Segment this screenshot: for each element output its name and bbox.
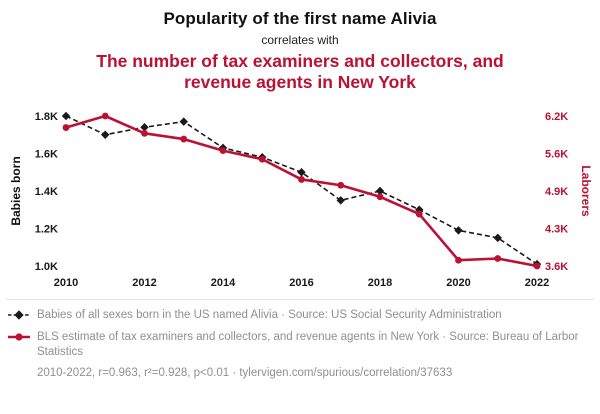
diamond-marker: [454, 225, 463, 235]
circle-marker: [180, 135, 188, 143]
series-line-babies: [65, 114, 538, 265]
series-line-laborers: [65, 114, 538, 267]
circle-marker: [62, 123, 70, 131]
right-axis-tick: 4.9K: [545, 186, 568, 198]
chart-secondary-title: The number of tax examiners and collecto…: [96, 51, 504, 93]
legend-item-babies: Babies of all sexes born in the US named…: [8, 308, 592, 323]
left-axis-tick: 1.0K: [35, 261, 58, 273]
circle-marker: [101, 112, 109, 120]
right-axis-title: Laborers: [579, 165, 593, 217]
x-axis-tick: 2014: [211, 277, 236, 289]
left-axis-title: Babies born: [9, 156, 23, 226]
legend-item-laborers: BLS estimate of tax examiners and collec…: [8, 330, 592, 360]
circle-marker: [298, 175, 305, 183]
circle-marker: [533, 262, 541, 270]
diamond-marker: [179, 117, 188, 126]
right-axis-tick: 6.2K: [545, 111, 568, 123]
red-line-circle-legend-icon: [8, 333, 30, 341]
x-axis-tick: 2012: [132, 277, 156, 289]
legend-label-laborers: BLS estimate of tax examiners and collec…: [37, 330, 579, 358]
circle-marker: [494, 254, 502, 262]
chart-title: Popularity of the first name Alivia: [163, 9, 437, 28]
x-axis-tick: 2018: [368, 277, 392, 289]
right-axis-tick: 3.6K: [545, 261, 568, 273]
circle-marker: [141, 129, 148, 137]
circle-marker: [376, 193, 384, 200]
correlates-with-label: correlates with: [261, 33, 339, 47]
chart-area: 1.0K 1.2K 1.4K 1.6K 1.8K 3.6K 4.3K 4.9K 5.6K 6.2K…: [0, 96, 600, 296]
circle-marker: [337, 181, 345, 189]
x-axis-tick: 2020: [446, 277, 470, 289]
diamond-marker: [493, 233, 502, 242]
x-axis-tick: 2016: [289, 277, 313, 289]
left-axis-tick: 1.4K: [35, 186, 58, 198]
x-axis-tick: 2022: [525, 277, 549, 289]
circle-marker: [415, 210, 423, 218]
stats-footer: 2010-2022, r=0.963, r²=0.928, p<0.01 · t…: [37, 366, 453, 379]
legend-label-babies: Babies of all sexes born in the US named…: [37, 308, 502, 321]
circle-marker: [455, 256, 462, 264]
right-axis-tick: 4.3K: [545, 223, 568, 235]
black-dashed-diamond-legend-icon: [8, 309, 30, 320]
left-axis-tick: 1.2K: [35, 223, 58, 235]
right-axis-tick: 5.6K: [545, 148, 568, 160]
left-axis-tick: 1.6K: [35, 148, 58, 160]
left-axis-tick: 1.8K: [35, 111, 58, 123]
circle-marker: [219, 146, 227, 154]
legend: Babies of all sexes born in the US named…: [6, 298, 594, 360]
x-axis-tick: 2010: [54, 277, 78, 289]
diamond-marker: [140, 122, 149, 132]
chart-header: Popularity of the first name Alivia corr…: [0, 0, 600, 94]
circle-marker: [258, 155, 266, 163]
diamond-marker: [101, 130, 110, 139]
diamond-marker: [61, 111, 71, 120]
line-chart: 1.0K 1.2K 1.4K 1.6K 1.8K 3.6K 4.3K 4.9K 5.6K 6.2K…: [35, 111, 569, 289]
